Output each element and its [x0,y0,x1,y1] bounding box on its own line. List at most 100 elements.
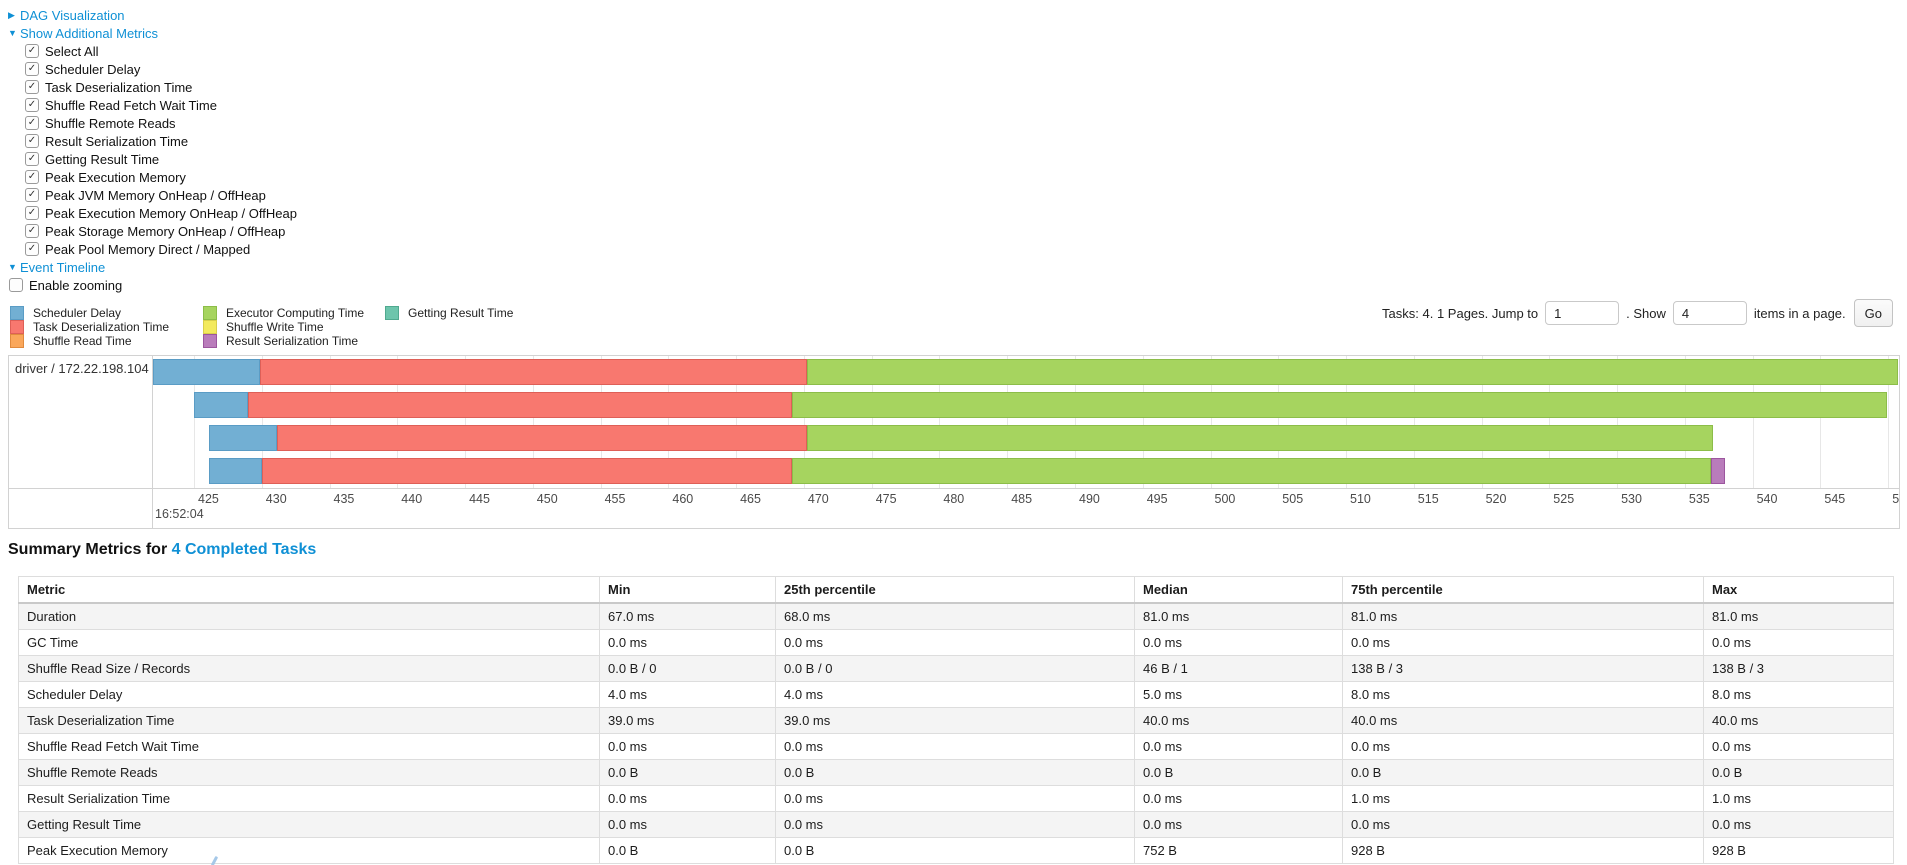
metric-checkbox-list: ✓ Select All ✓ Scheduler Delay ✓ Task Deseria… [8,42,297,258]
axis-tick-label: 430 [265,492,287,506]
show-additional-metrics-toggle[interactable]: ▼ Show Additional Metrics [8,24,297,42]
metric-checkbox-label: Select All [45,43,99,59]
show-additional-metrics-link[interactable]: Show Additional Metrics [20,25,159,41]
jump-to-page-input[interactable] [1545,301,1620,325]
metric-checkbox[interactable]: ✓ [25,44,39,58]
metric-checkbox[interactable]: ✓ [25,98,39,112]
metric-value-cell: 0.0 ms [775,785,1135,812]
timeline-bar-task-4-task-deserialization[interactable] [261,458,792,484]
event-timeline-toggle[interactable]: ▼ Event Timeline [8,258,297,276]
legend-item-label: Task Deserialization Time [33,320,170,334]
legend-item-label: Executor Computing Time [226,306,365,320]
metric-checkbox[interactable]: ✓ [25,116,39,130]
timeline-bar-task-4-scheduler-delay[interactable] [208,458,262,484]
metric-checkbox[interactable]: ✓ [25,152,39,166]
shuffle-read-swatch [10,334,24,348]
table-row: Getting Result Time 0.0 ms 0.0 ms 0.0 ms 0.0… [18,811,1894,838]
metric-checkbox[interactable]: ✓ [25,188,39,202]
table-row: Shuffle Read Fetch Wait Time 0.0 ms 0.0 ms… [18,733,1894,760]
axis-tick-label: 550 [1892,492,1900,506]
metric-checkbox-label: Task Deserialization Time [45,79,193,95]
summary-metrics-table: Metric Min 25th percentile Median 75th perce… [18,576,1894,864]
timeline-bar-task-3-scheduler-delay[interactable] [208,425,277,451]
metric-value-cell: 4.0 ms [599,681,776,708]
metric-checkbox-row: ✓ Peak Execution Memory [8,168,297,186]
metric-name-cell: Result Serialization Time [18,785,600,812]
table-row: Duration 67.0 ms 68.0 ms 81.0 ms 81.0 ms 81.0… [18,602,1894,630]
axis-tick-label: 540 [1756,492,1778,506]
timeline-bar-task-2-executor-computing[interactable] [791,392,1887,418]
metric-checkbox-label: Peak Execution Memory [45,169,186,185]
legend-column: Executor Computing Time Shuffle Write Tim… [203,306,385,348]
metric-value-cell: 39.0 ms [775,707,1135,734]
go-button[interactable]: Go [1853,299,1893,327]
metric-value-cell: 0.0 ms [1342,733,1704,760]
gridline [1752,356,1754,488]
axis-tick-label: 510 [1350,492,1371,506]
metric-name-cell: GC Time [18,629,600,656]
axis-tick-label: 520 [1485,492,1507,506]
gridline [1617,356,1619,488]
metric-checkbox[interactable]: ✓ [25,206,39,220]
items-per-page-input[interactable] [1672,301,1747,325]
metric-checkbox[interactable]: ✓ [25,170,39,184]
metric-value-cell: 0.0 ms [599,733,776,760]
gridline [1278,356,1280,488]
axis-tick-label: 435 [333,492,355,506]
axis-tick-label: 450 [536,492,558,506]
legend-column: Getting Result Time [385,306,513,348]
timeline-bar-task-4-result-serialization[interactable] [1710,458,1726,484]
gridline [261,356,263,488]
timeline-bar-task-1-executor-computing[interactable] [806,359,1898,385]
axis-tick-label: 515 [1417,492,1439,506]
legend-item: Executor Computing Time [203,306,385,320]
timeline-bar-task-2-scheduler-delay[interactable] [194,392,249,418]
gridline [465,356,467,488]
dag-visualization-toggle[interactable]: ▶ DAG Visualization [8,6,297,24]
axis-tick-label: 465 [740,492,761,506]
task-deserialization-swatch [10,320,24,334]
metric-value-cell: 0.0 B [1342,759,1704,786]
gridline [939,356,941,488]
metric-value-cell: 0.0 ms [599,785,776,812]
completed-tasks-link[interactable]: 4 Completed Tasks [171,541,317,558]
metric-checkbox[interactable]: ✓ [25,134,39,148]
timeline-bar-task-2-task-deserialization[interactable] [248,392,792,418]
timeline-bar-task-1-task-deserialization[interactable] [260,359,807,385]
group-column-divider [152,356,153,528]
metric-checkbox-label: Shuffle Remote Reads [45,115,176,131]
metric-checkbox[interactable]: ✓ [25,62,39,76]
gridline [1413,356,1415,488]
stage-controls: ▶ DAG Visualization ▼ Show Additional Me… [8,6,297,294]
table-row: Result Serialization Time 0.0 ms 0.0 ms 0.0… [18,785,1894,812]
metric-name-cell: Peak Execution Memory [18,837,600,864]
axis-tick-label: 480 [943,492,965,506]
metric-checkbox-row: ✓ Scheduler Delay [8,60,297,78]
metric-value-cell: 0.0 B [1703,759,1894,786]
legend-item: Scheduler Delay [10,306,203,320]
gridline [736,356,738,488]
axis-tick-label: 490 [1079,492,1100,506]
gridline [532,356,534,488]
metric-value-cell: 81.0 ms [1703,602,1894,630]
enable-zooming-checkbox[interactable] [9,278,23,292]
timeline-bar-task-3-task-deserialization[interactable] [276,425,807,451]
column-header: Max [1703,576,1894,604]
timeline-bar-task-1-scheduler-delay[interactable] [153,359,261,385]
axis-tick-label: 545 [1824,492,1846,506]
metric-value-cell: 0.0 ms [599,811,776,838]
metric-checkbox[interactable]: ✓ [25,80,39,94]
gridline [1820,356,1822,488]
enable-zooming-row: Enable zooming [8,276,297,294]
legend-item-label: Shuffle Read Time [33,334,132,348]
event-timeline-link[interactable]: Event Timeline [20,259,106,275]
metric-checkbox[interactable]: ✓ [25,242,39,256]
timeline-bar-task-3-executor-computing[interactable] [806,425,1714,451]
metric-checkbox-label: Peak Execution Memory OnHeap / OffHeap [45,205,297,221]
metric-checkbox-label: Getting Result Time [45,151,160,167]
metric-checkbox[interactable]: ✓ [25,224,39,238]
summary-title-prefix: Summary Metrics for [8,541,168,558]
metric-checkbox-label: Scheduler Delay [45,61,141,77]
dag-visualization-link[interactable]: DAG Visualization [20,7,125,23]
timeline-bar-task-4-executor-computing[interactable] [791,458,1711,484]
